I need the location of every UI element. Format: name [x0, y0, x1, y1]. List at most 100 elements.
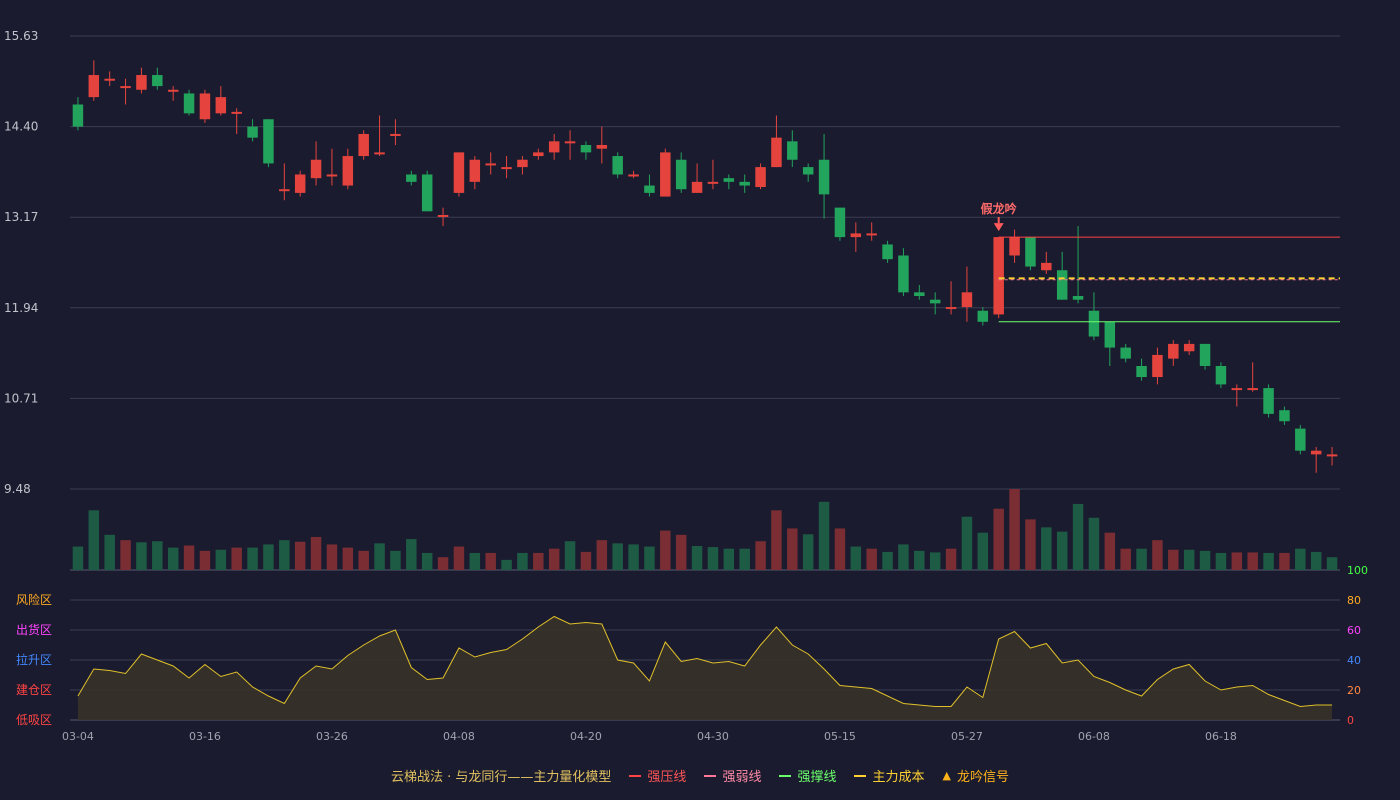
volume-bar — [136, 542, 147, 570]
price-tick-label: 13.17 — [4, 210, 38, 224]
candle-body — [755, 167, 766, 187]
legend-cost[interactable]: 主力成本 — [854, 766, 924, 785]
volume-bar — [1326, 557, 1338, 570]
cost-swatch-icon — [854, 774, 867, 777]
candle-body — [580, 145, 592, 153]
candle-body — [707, 181, 719, 184]
volume-bar — [1247, 552, 1258, 570]
volume-bar — [882, 551, 893, 570]
candle-body — [739, 181, 750, 186]
zone-label: 风险区 — [16, 592, 52, 607]
x-tick-label: 04-08 — [443, 730, 475, 743]
candle-body — [1009, 237, 1020, 256]
legend-signal[interactable]: ▲ 龙吟信号 — [942, 766, 1008, 785]
volume-bar — [294, 541, 306, 570]
candles — [72, 60, 1338, 473]
volume-bar — [580, 551, 592, 570]
candle-body — [1247, 388, 1258, 391]
volume-bar — [850, 546, 862, 570]
volume-bar — [406, 539, 417, 570]
volume-bar — [453, 546, 465, 570]
candle-body — [1231, 388, 1243, 391]
volume-bar — [1295, 548, 1306, 570]
volume-bar — [310, 536, 322, 570]
legend-pressure[interactable]: 强压线 — [629, 766, 686, 785]
level-lines — [998, 236, 1340, 323]
volume-bar — [183, 545, 195, 570]
candle-body — [787, 141, 798, 160]
x-tick-label: 04-30 — [697, 730, 729, 743]
zone-label: 建仓区 — [16, 683, 52, 697]
candle-body — [183, 93, 195, 114]
volume-bar — [469, 552, 481, 570]
volume-bar — [834, 528, 846, 570]
signal-marker: 假龙吟 — [981, 201, 1017, 232]
candle-body — [1120, 347, 1131, 359]
candle-body — [342, 156, 354, 186]
volume-bar — [1152, 540, 1163, 570]
candle-body — [977, 310, 989, 322]
price-tick-label: 9.48 — [4, 482, 31, 496]
volume-bar — [739, 548, 750, 570]
volume-bar — [1231, 552, 1243, 570]
candle-body — [215, 97, 227, 114]
oscillator-line — [77, 615, 1333, 708]
volume-bar — [898, 544, 909, 570]
candle-body — [1104, 321, 1116, 348]
candle-body — [660, 152, 671, 197]
legend-title: 云梯战法 · 与龙同行——主力量化模型 — [391, 766, 611, 785]
volume-bar — [929, 552, 941, 570]
candle-body — [802, 167, 814, 175]
candle-body — [517, 159, 528, 168]
volume-bar — [533, 552, 544, 570]
candle-body — [882, 244, 893, 260]
candle-body — [199, 93, 211, 120]
osc-level-label: 80 — [1347, 594, 1361, 607]
x-tick-label: 03-26 — [316, 730, 348, 743]
candle-body — [818, 159, 830, 195]
candle-body — [279, 189, 290, 192]
volume-bar — [1088, 517, 1100, 570]
candle-body — [564, 141, 576, 144]
signal-arrow-icon — [993, 223, 1004, 232]
volume-bar — [977, 532, 989, 570]
volume-bar — [1183, 549, 1195, 570]
legend-strength[interactable]: 强弱线 — [704, 766, 761, 785]
candle-body — [1056, 270, 1068, 300]
candle-body — [453, 152, 465, 193]
volume-bar — [660, 530, 671, 570]
candle-body — [1263, 388, 1274, 414]
candle-body — [723, 178, 735, 182]
osc-level-label: 100 — [1347, 564, 1368, 577]
candle-body — [533, 152, 544, 157]
candle-body — [88, 75, 100, 98]
volume-bar — [564, 541, 576, 570]
volume-bar — [1168, 549, 1179, 570]
candle-body — [1279, 410, 1290, 422]
legend-support[interactable]: 强撑线 — [779, 766, 836, 785]
volume-bar — [628, 544, 639, 570]
candle-body — [771, 137, 782, 168]
strength-swatch-icon — [704, 774, 717, 777]
candle-body — [1183, 343, 1195, 352]
volume-bar — [612, 543, 623, 570]
candle-body — [1072, 296, 1084, 300]
candle-body — [628, 174, 639, 177]
legend-support-label: 强撑线 — [797, 770, 837, 785]
volume-bar — [120, 540, 131, 570]
triangle-icon: ▲ — [942, 769, 951, 782]
volume-bar — [72, 546, 84, 570]
volume-bar — [1041, 527, 1052, 570]
price-tick-label: 14.40 — [4, 120, 38, 134]
legend: 云梯战法 · 与龙同行——主力量化模型 强压线 强弱线 强撑线 主力成本 ▲ 龙… — [0, 766, 1400, 785]
volume-bar — [644, 546, 655, 570]
osc-level-label: 60 — [1347, 624, 1361, 637]
volume-bar — [818, 501, 830, 570]
candle-body — [1152, 354, 1163, 378]
candle-body — [961, 292, 973, 308]
volume-bar — [1104, 532, 1116, 570]
candle-body — [247, 126, 258, 138]
legend-strength-label: 强弱线 — [722, 770, 762, 785]
